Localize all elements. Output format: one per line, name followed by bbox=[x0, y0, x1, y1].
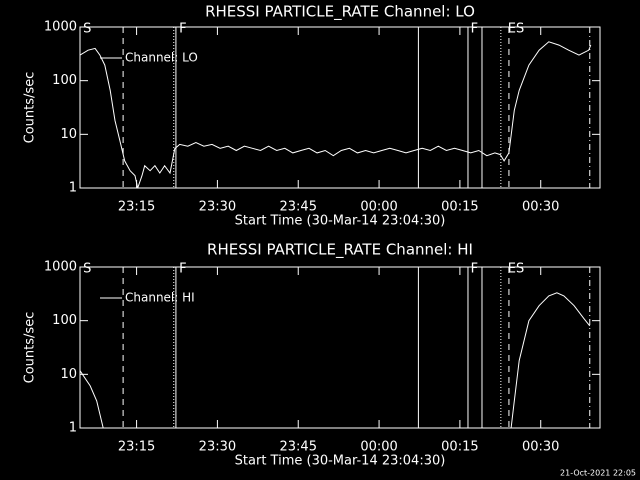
footer-date: 21-Oct-2021 22:05 bbox=[560, 469, 636, 478]
x-axis-label: Start Time (30-Mar-14 23:04:30) bbox=[235, 214, 446, 229]
y-tick-label: 1000 bbox=[44, 20, 77, 35]
plot-frame bbox=[79, 26, 601, 189]
y-tick-label: 10 bbox=[60, 127, 77, 142]
y-tick-label: 100 bbox=[52, 73, 77, 88]
event-label: ES bbox=[508, 262, 524, 277]
event-label: F bbox=[471, 262, 478, 277]
event-label: F bbox=[179, 22, 186, 37]
x-tick-label: 23:45 bbox=[280, 440, 317, 455]
x-tick-label: 23:15 bbox=[118, 440, 155, 455]
x-tick-label: 00:30 bbox=[522, 440, 559, 455]
x-tick-label: 23:30 bbox=[199, 200, 236, 215]
y-tick-label: 10 bbox=[60, 367, 77, 382]
legend-label: Channel: LO bbox=[125, 51, 198, 65]
chart-title: RHESSI PARTICLE_RATE Channel: LO bbox=[205, 3, 475, 22]
x-tick-label: 23:45 bbox=[280, 200, 317, 215]
y-axis-label: Counts/sec bbox=[23, 312, 38, 384]
y-tick-label: 1 bbox=[69, 181, 77, 196]
event-label: F bbox=[179, 262, 186, 277]
x-tick-label: 23:15 bbox=[118, 200, 155, 215]
y-tick-label: 1000 bbox=[44, 260, 77, 275]
x-tick-label: 00:15 bbox=[441, 440, 478, 455]
plot-frame bbox=[79, 266, 601, 429]
chart-title: RHESSI PARTICLE_RATE Channel: HI bbox=[207, 241, 473, 260]
x-tick-label: 00:15 bbox=[441, 200, 478, 215]
y-tick-label: 1 bbox=[69, 421, 77, 436]
event-label: S bbox=[83, 262, 91, 277]
x-tick-label: 23:30 bbox=[199, 440, 236, 455]
x-tick-label: 00:30 bbox=[522, 200, 559, 215]
x-tick-label: 00:00 bbox=[360, 200, 397, 215]
y-tick-label: 100 bbox=[52, 313, 77, 328]
event-label: ES bbox=[508, 22, 524, 37]
legend-label: Channel: HI bbox=[125, 291, 195, 305]
x-tick-label: 00:00 bbox=[360, 440, 397, 455]
event-label: F bbox=[471, 22, 478, 37]
event-label: S bbox=[83, 22, 91, 37]
data-line bbox=[80, 292, 591, 428]
data-line bbox=[80, 41, 592, 188]
x-axis-label: Start Time (30-Mar-14 23:04:30) bbox=[235, 454, 446, 469]
y-axis-label: Counts/sec bbox=[23, 72, 38, 144]
